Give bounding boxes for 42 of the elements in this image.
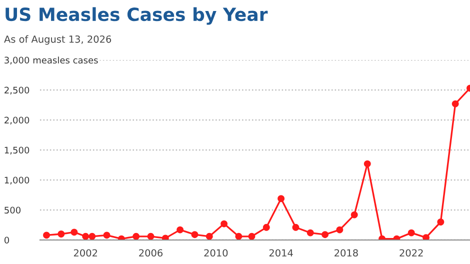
point [103,232,110,239]
point [132,232,140,240]
point [336,226,344,234]
point [191,231,198,238]
point [306,229,314,236]
point [408,229,415,236]
x-tick-label: 2006 [139,249,163,257]
point [88,232,96,240]
y-tick-label: 2,500 [4,86,30,94]
y-tick-label: 3,000 measles cases [4,56,98,64]
point [262,224,270,231]
chart-subtitle: As of August 13, 2026 [4,35,112,45]
point [206,232,213,240]
point [70,228,78,236]
y-tick-label: 0 [4,236,10,244]
point [350,211,358,218]
point [364,160,371,168]
chart-title: US Measles Cases by Year [6,7,268,25]
point [235,232,242,240]
point [220,220,228,228]
y-tick-label: 2,000 [4,116,30,124]
point [437,218,444,226]
point [322,231,329,238]
point [248,232,256,240]
x-tick-label: 2010 [204,249,228,257]
y-tick-label: 1,000 [4,176,30,184]
point [162,234,169,240]
point [58,230,65,238]
point [147,232,154,240]
point [292,224,300,231]
y-tick-label: 1,500 [4,146,30,154]
x-tick-label: 2018 [334,249,358,257]
x-tick-label: 2022 [400,249,423,257]
point [82,232,90,240]
x-tick-label: 2014 [269,249,293,257]
x-tick-label: 2002 [74,249,98,257]
point [43,232,50,239]
point [422,234,430,240]
point [452,100,459,108]
y-tick-label: 500 [4,206,21,214]
point [176,226,184,234]
point [278,195,285,202]
